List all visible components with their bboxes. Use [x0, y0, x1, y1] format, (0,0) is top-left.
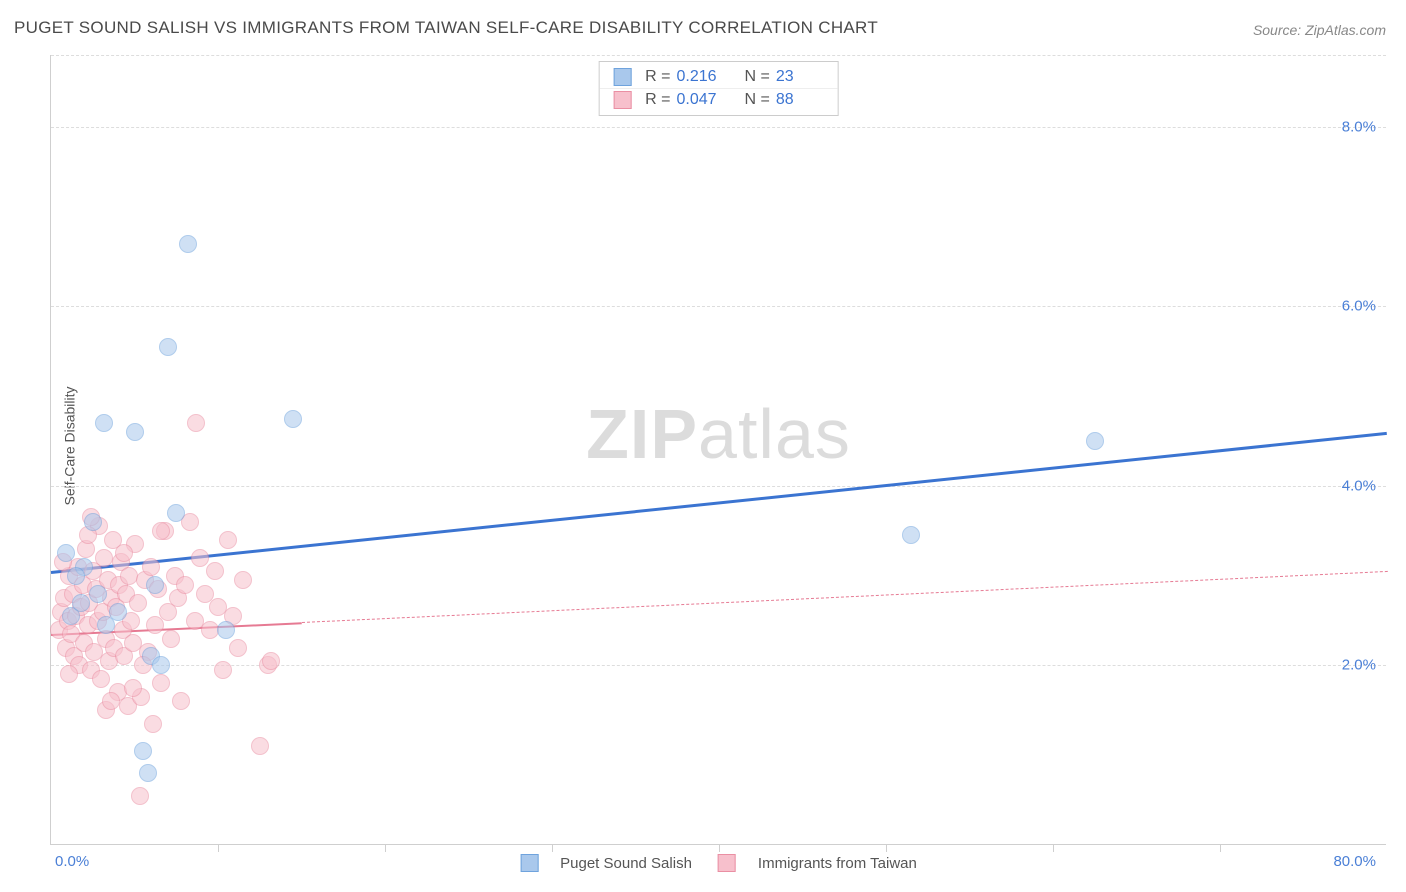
data-point — [144, 715, 162, 733]
data-point — [134, 742, 152, 760]
regression-line — [51, 432, 1387, 574]
data-point — [219, 531, 237, 549]
data-point — [172, 692, 190, 710]
stat-n-label: N = — [745, 68, 770, 86]
data-point — [229, 639, 247, 657]
data-point — [201, 621, 219, 639]
chart-plot-area: ZIPatlas R = 0.216 N = 23 R = 0.047 N = … — [50, 55, 1386, 845]
data-point — [187, 414, 205, 432]
data-point — [1086, 432, 1104, 450]
stat-r-value-2: 0.047 — [677, 91, 725, 109]
data-point — [217, 621, 235, 639]
x-tick — [218, 844, 219, 852]
data-point — [262, 652, 280, 670]
x-tick — [719, 844, 720, 852]
legend-label-series2: Immigrants from Taiwan — [758, 855, 917, 872]
x-axis-min-label: 0.0% — [55, 853, 89, 870]
x-tick — [1220, 844, 1221, 852]
data-point — [191, 549, 209, 567]
y-tick-label: 4.0% — [1342, 477, 1376, 494]
x-tick — [1053, 844, 1054, 852]
stat-n-value-1: 23 — [776, 68, 824, 86]
data-point — [57, 544, 75, 562]
header: PUGET SOUND SALISH VS IMMIGRANTS FROM TA… — [0, 0, 1406, 46]
y-tick-label: 6.0% — [1342, 298, 1376, 315]
source-attribution: Source: ZipAtlas.com — [1253, 22, 1386, 38]
y-tick-label: 2.0% — [1342, 657, 1376, 674]
data-point — [284, 410, 302, 428]
data-point — [142, 558, 160, 576]
stat-r-label: R = — [645, 91, 670, 109]
data-point — [126, 423, 144, 441]
data-point — [146, 576, 164, 594]
stat-n-label: N = — [745, 91, 770, 109]
chart-title: PUGET SOUND SALISH VS IMMIGRANTS FROM TA… — [14, 18, 878, 38]
x-axis-max-label: 80.0% — [1333, 853, 1376, 870]
data-point — [95, 414, 113, 432]
stat-n-value-2: 88 — [776, 91, 824, 109]
data-point — [60, 665, 78, 683]
data-point — [206, 562, 224, 580]
gridline — [51, 55, 1386, 56]
data-point — [139, 764, 157, 782]
legend-item-series2: Immigrants from Taiwan — [718, 854, 917, 872]
legend-item-series1: Puget Sound Salish — [520, 854, 692, 872]
legend-swatch-series1 — [520, 854, 538, 872]
watermark: ZIPatlas — [586, 394, 851, 474]
data-point — [84, 513, 102, 531]
data-point — [234, 571, 252, 589]
data-point — [72, 594, 90, 612]
data-point — [159, 338, 177, 356]
legend: Puget Sound Salish Immigrants from Taiwa… — [520, 854, 917, 872]
data-point — [902, 526, 920, 544]
data-point — [102, 692, 120, 710]
gridline — [51, 486, 1386, 487]
data-point — [176, 576, 194, 594]
data-point — [162, 630, 180, 648]
y-tick-label: 8.0% — [1342, 118, 1376, 135]
data-point — [214, 661, 232, 679]
data-point — [146, 616, 164, 634]
x-tick — [552, 844, 553, 852]
gridline — [51, 127, 1386, 128]
x-tick — [886, 844, 887, 852]
data-point — [129, 594, 147, 612]
swatch-series2 — [613, 91, 631, 109]
stats-row-series1: R = 0.216 N = 23 — [599, 66, 838, 88]
data-point — [167, 504, 185, 522]
data-point — [152, 656, 170, 674]
swatch-series1 — [613, 68, 631, 86]
regression-line — [301, 571, 1387, 623]
data-point — [89, 585, 107, 603]
data-point — [95, 549, 113, 567]
watermark-bold: ZIP — [586, 395, 698, 473]
gridline — [51, 306, 1386, 307]
data-point — [92, 670, 110, 688]
data-point — [131, 787, 149, 805]
data-point — [124, 679, 142, 697]
stat-r-value-1: 0.216 — [677, 68, 725, 86]
correlation-stats-box: R = 0.216 N = 23 R = 0.047 N = 88 — [598, 61, 839, 116]
stat-r-label: R = — [645, 68, 670, 86]
data-point — [67, 567, 85, 585]
data-point — [251, 737, 269, 755]
gridline — [51, 665, 1386, 666]
data-point — [109, 603, 127, 621]
data-point — [179, 235, 197, 253]
x-tick — [385, 844, 386, 852]
legend-label-series1: Puget Sound Salish — [560, 855, 692, 872]
watermark-light: atlas — [698, 395, 851, 473]
data-point — [115, 544, 133, 562]
data-point — [152, 522, 170, 540]
data-point — [152, 674, 170, 692]
legend-swatch-series2 — [718, 854, 736, 872]
stats-row-series2: R = 0.047 N = 88 — [599, 88, 838, 111]
